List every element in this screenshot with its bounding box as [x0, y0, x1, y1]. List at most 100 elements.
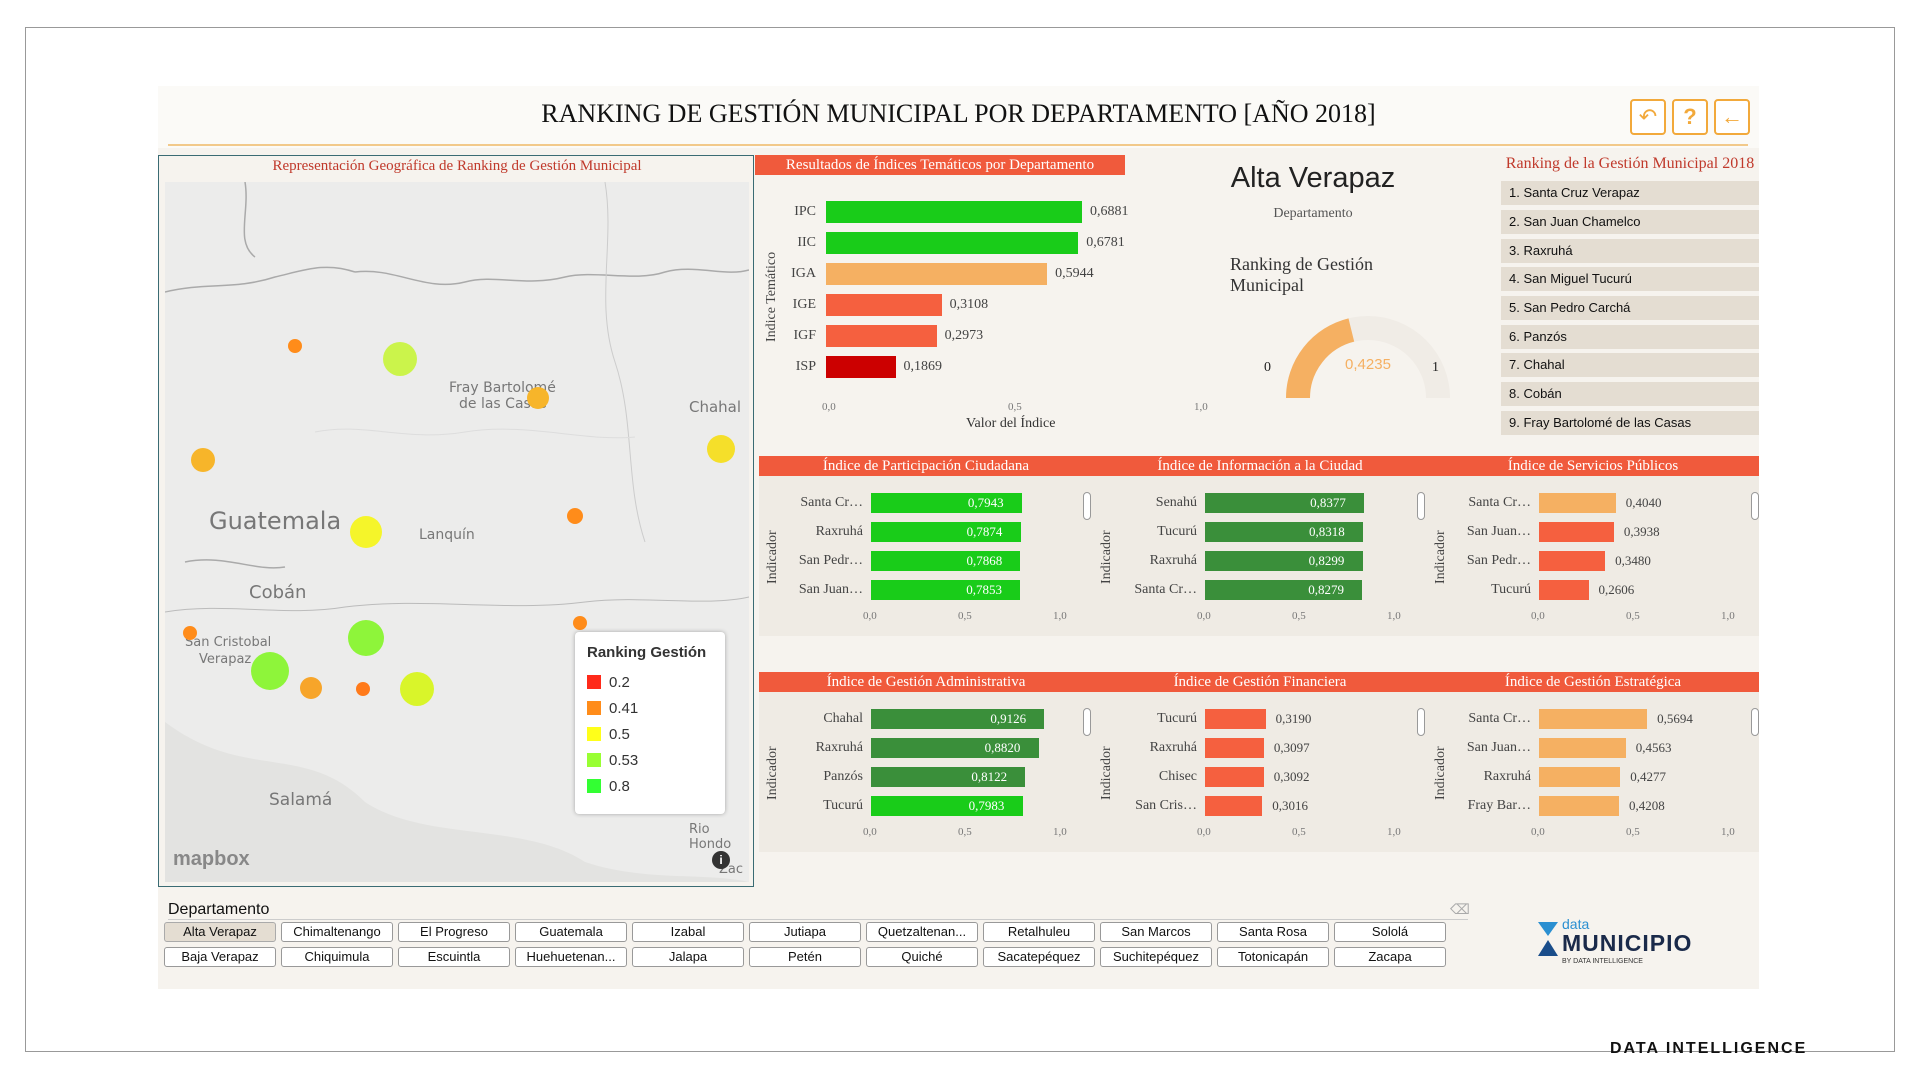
map-marker[interactable] [300, 677, 322, 699]
department-filter-button[interactable]: Zacapa [1334, 947, 1446, 967]
ranking-item[interactable]: 7. Chahal [1501, 353, 1759, 377]
small-chart-bar[interactable] [871, 709, 1045, 729]
small-chart-bar[interactable] [871, 796, 1023, 816]
department-filter-button[interactable]: Suchitepéquez [1100, 947, 1212, 967]
tematicos-bar[interactable] [826, 232, 1079, 254]
map-marker[interactable] [288, 339, 302, 353]
tematicos-bar[interactable] [826, 294, 942, 316]
small-chart-bar[interactable] [1205, 551, 1363, 571]
small-chart-bar[interactable] [1539, 767, 1621, 787]
small-chart-bar[interactable] [871, 551, 1021, 571]
small-chart-value-label: 0,4208 [1628, 798, 1665, 813]
small-chart-bar[interactable] [1539, 522, 1614, 542]
department-filter-button[interactable]: Huehuetenan... [515, 947, 627, 967]
small-chart-bar[interactable] [1205, 580, 1363, 600]
map[interactable]: Fray Bartolomé de las Casas Chahal Guate… [165, 182, 749, 882]
department-filter-button[interactable]: Escuintla [398, 947, 510, 967]
small-chart-bar[interactable] [1539, 709, 1648, 729]
small-chart-bar[interactable] [1205, 493, 1365, 513]
department-filter-button[interactable]: Quetzaltenan... [866, 922, 978, 942]
small-chart-scrollbar[interactable] [1083, 492, 1091, 520]
map-marker[interactable] [707, 435, 735, 463]
map-marker[interactable] [573, 616, 587, 630]
small-chart-bar[interactable] [1539, 493, 1616, 513]
small-chart-bar[interactable] [1539, 551, 1606, 571]
small-chart-bar[interactable] [1205, 738, 1264, 758]
small-chart-bar[interactable] [1205, 522, 1364, 542]
small-chart-bar[interactable] [1539, 738, 1626, 758]
department-filter-button[interactable]: El Progreso [398, 922, 510, 942]
department-filter-button[interactable]: Izabal [632, 922, 744, 942]
small-chart-bar[interactable] [1539, 796, 1619, 816]
small-chart-bar[interactable] [1539, 580, 1589, 600]
small-chart-scrollbar[interactable] [1083, 708, 1091, 736]
department-filter-button[interactable]: Petén [749, 947, 861, 967]
tematicos-bar[interactable] [826, 201, 1082, 223]
mapbox-logo[interactable]: mapbox [173, 848, 250, 870]
back-button[interactable]: ← [1714, 99, 1750, 135]
map-marker[interactable] [348, 620, 384, 656]
ranking-item[interactable]: 1. Santa Cruz Verapaz [1501, 181, 1759, 205]
small-chart-scrollbar[interactable] [1751, 492, 1759, 520]
map-marker[interactable] [183, 626, 197, 640]
small-chart-bar[interactable] [871, 522, 1021, 542]
map-marker[interactable] [251, 652, 289, 690]
department-filter-button[interactable]: Chiquimula [281, 947, 393, 967]
department-filter-button[interactable]: Chimaltenango [281, 922, 393, 942]
department-filter-button[interactable]: Guatemala [515, 922, 627, 942]
info-icon[interactable]: i [712, 851, 730, 869]
small-chart-value-label: 0,3097 [1273, 740, 1310, 755]
small-chart-scrollbar[interactable] [1417, 492, 1425, 520]
map-marker[interactable] [191, 448, 215, 472]
tematicos-bar[interactable] [826, 325, 937, 347]
small-chart-category-label: San Juan… [1466, 740, 1531, 755]
department-filter-button[interactable]: Retalhuleu [983, 922, 1095, 942]
logo-byline: BY DATA INTELLIGENCE [1562, 958, 1643, 965]
department-filter-button[interactable]: Quiché [866, 947, 978, 967]
department-filter-button[interactable]: Sacatepéquez [983, 947, 1095, 967]
small-chart-bar[interactable] [1205, 796, 1263, 816]
department-filter-button[interactable]: Santa Rosa [1217, 922, 1329, 942]
map-marker[interactable] [356, 682, 370, 696]
eraser-icon[interactable]: ⌫ [1450, 901, 1470, 917]
map-label-guatemala: Guatemala [209, 507, 342, 535]
small-chart-value-label: 0,3938 [1623, 524, 1660, 539]
ranking-item[interactable]: 9. Fray Bartolomé de las Casas [1501, 411, 1759, 435]
map-marker[interactable] [400, 672, 434, 706]
department-filter-button[interactable]: San Marcos [1100, 922, 1212, 942]
map-marker[interactable] [527, 387, 549, 409]
map-marker[interactable] [350, 516, 382, 548]
department-filter-button[interactable]: Jalapa [632, 947, 744, 967]
ranking-item[interactable]: 5. San Pedro Carchá [1501, 296, 1759, 320]
small-chart-scrollbar[interactable] [1751, 708, 1759, 736]
small-chart-bar[interactable] [871, 493, 1022, 513]
department-filter-button[interactable]: Jutiapa [749, 922, 861, 942]
undo-button[interactable]: ↶ [1630, 99, 1666, 135]
tematicos-bar[interactable] [826, 356, 896, 378]
small-chart-bar[interactable] [871, 738, 1039, 758]
small-chart-bar[interactable] [1205, 709, 1266, 729]
ranking-item[interactable]: 3. Raxruhá [1501, 239, 1759, 263]
dashboard: RANKING DE GESTIÓN MUNICIPAL POR DEPARTA… [158, 86, 1759, 989]
ranking-item[interactable]: 4. San Miguel Tucurú [1501, 267, 1759, 291]
ranking-item[interactable]: 6. Panzós [1501, 325, 1759, 349]
ranking-item[interactable]: 2. San Juan Chamelco [1501, 210, 1759, 234]
department-filter-button[interactable]: Sololá [1334, 922, 1446, 942]
ranking-item[interactable]: 8. Cobán [1501, 382, 1759, 406]
help-button[interactable]: ? [1672, 99, 1708, 135]
small-chart-value-label: 0,9126 [990, 711, 1027, 726]
map-marker[interactable] [383, 342, 417, 376]
small-chart-category-label: Senahú [1155, 495, 1197, 510]
department-filter-button[interactable]: Alta Verapaz [164, 922, 276, 942]
legend-label: 0.8 [609, 777, 630, 795]
department-filter-button[interactable]: Baja Verapaz [164, 947, 276, 967]
small-chart-bar[interactable] [1205, 767, 1264, 787]
department-filter-button[interactable]: Totonicapán [1217, 947, 1329, 967]
map-marker[interactable] [567, 508, 583, 524]
tematicos-value-label: 0,1869 [903, 359, 943, 374]
small-chart-scrollbar[interactable] [1417, 708, 1425, 736]
tematicos-bar[interactable] [826, 263, 1048, 285]
department-sublabel: Departamento [1273, 206, 1353, 221]
small-chart-bar[interactable] [871, 767, 1026, 787]
small-chart-bar[interactable] [871, 580, 1021, 600]
